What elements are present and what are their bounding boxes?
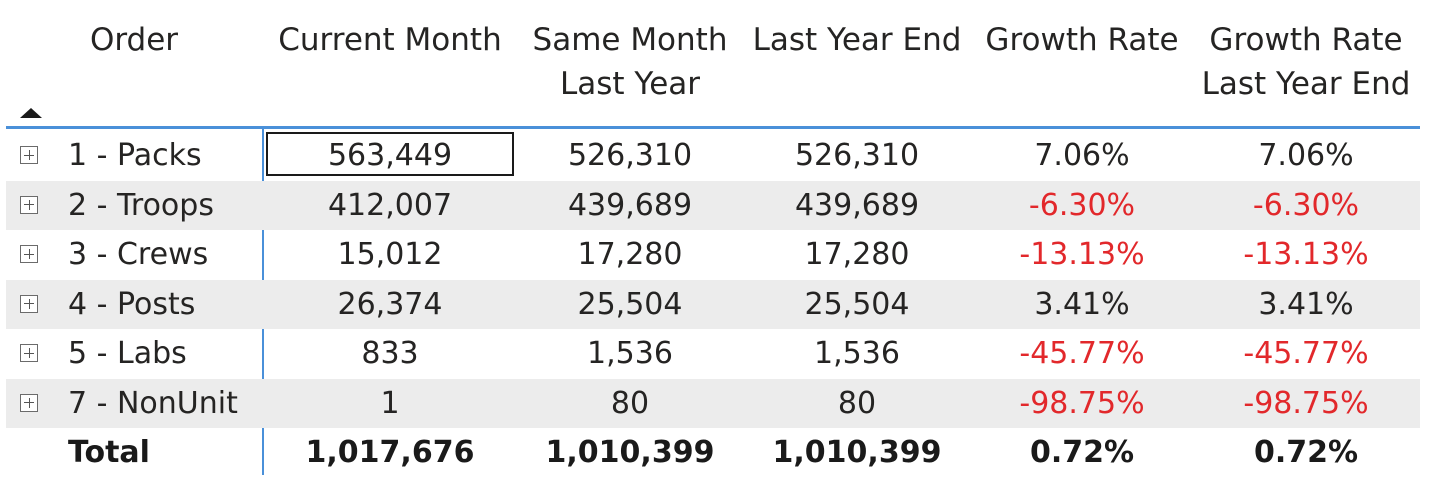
column-header-growth-rate-label: Growth Rate [985,22,1179,58]
selected-cell-outline [266,132,514,176]
cell-growth-rate[interactable]: -98.75% [1019,385,1145,421]
cell-same-month-last-year[interactable]: 526,310 [567,138,693,173]
cell-current-month[interactable]: 26,374 [337,286,443,322]
column-header-current-month-label: Current Month [278,22,502,58]
cell-last-year-end[interactable]: 439,689 [794,187,920,223]
expand-plus-icon[interactable] [20,146,38,164]
table-row: 4 - Posts 26,374 25,504 25,504 3.41% 3.4… [6,279,1420,329]
cell-last-year-end[interactable]: 1,536 [814,336,900,371]
matrix-table: Order Current Month Same Month Last Year… [6,0,1420,478]
table-row: 1 - Packs 563,449 526,310 526,310 7.06% … [6,131,1420,181]
cell-growth-rate[interactable]: 7.06% [1034,138,1130,173]
cell-growth-rate[interactable]: -45.77% [1019,336,1145,371]
column-header-growth-rate[interactable]: Growth Rate [980,18,1184,62]
row-label: 4 - Posts [68,286,196,322]
cell-same-month-last-year[interactable]: 1,536 [587,336,673,371]
cell-last-year-end[interactable]: 526,310 [794,138,920,173]
column-header-growth-rate-lye-label-line1: Growth Rate [1209,22,1403,58]
row-label: 1 - Packs [68,138,202,173]
total-growth-rate-lye[interactable]: 0.72% [1253,435,1359,470]
cell-same-month-last-year[interactable]: 17,280 [577,237,683,272]
total-same-month-last-year[interactable]: 1,010,399 [545,435,715,470]
expand-plus-icon[interactable] [20,195,38,214]
column-header-current-month[interactable]: Current Month [272,18,508,62]
cell-last-year-end[interactable]: 80 [837,385,877,421]
cell-last-year-end[interactable]: 17,280 [804,237,910,272]
table-header: Order Current Month Same Month Last Year… [6,0,1420,129]
cell-same-month-last-year[interactable]: 80 [610,385,650,421]
cell-current-month[interactable]: 15,012 [337,237,443,272]
cell-current-month[interactable]: 412,007 [327,187,453,223]
cell-growth-rate-lye[interactable]: -98.75% [1243,385,1369,421]
expand-plus-icon[interactable] [20,294,38,313]
cell-growth-rate-lye[interactable]: 7.06% [1258,138,1354,173]
cell-same-month-last-year[interactable]: 25,504 [577,286,683,322]
table-row: 5 - Labs 833 1,536 1,536 -45.77% -45.77% [6,329,1420,379]
total-row: Total 1,017,676 1,010,399 1,010,399 0.72… [6,428,1420,478]
row-label: 5 - Labs [68,336,187,371]
total-current-month[interactable]: 1,017,676 [305,435,475,470]
column-header-same-month-label-line1: Same Month [532,22,728,58]
column-header-growth-rate-last-year-end[interactable]: Growth Rate Last Year End [1196,18,1416,106]
cell-same-month-last-year[interactable]: 439,689 [567,187,693,223]
column-header-order[interactable]: Order [64,18,204,62]
row-label: 2 - Troops [68,187,214,223]
table-row: 3 - Crews 15,012 17,280 17,280 -13.13% -… [6,230,1420,280]
expand-plus-icon[interactable] [20,393,38,412]
table-body: 1 - Packs 563,449 526,310 526,310 7.06% … [6,131,1420,478]
cell-growth-rate[interactable]: -13.13% [1019,237,1145,272]
expand-plus-icon[interactable] [20,245,38,263]
sort-ascending-icon[interactable] [20,108,42,118]
column-header-same-month-label-line2: Last Year [559,66,701,102]
cell-last-year-end[interactable]: 25,504 [804,286,910,322]
expand-plus-icon[interactable] [20,344,38,362]
column-header-order-label: Order [89,22,179,58]
column-header-same-month-last-year[interactable]: Same Month Last Year [518,18,742,106]
cell-growth-rate-lye[interactable]: -13.13% [1243,237,1369,272]
cell-growth-rate-lye[interactable]: -45.77% [1243,336,1369,371]
cell-current-month[interactable]: 1 [380,385,400,421]
cell-current-month[interactable]: 833 [361,336,419,371]
cell-growth-rate[interactable]: -6.30% [1028,187,1136,223]
header-divider [6,126,1420,129]
total-growth-rate[interactable]: 0.72% [1029,435,1135,470]
cell-growth-rate[interactable]: 3.41% [1034,286,1130,322]
cell-growth-rate-lye[interactable]: 3.41% [1258,286,1354,322]
column-header-growth-rate-lye-label-line2: Last Year End [1201,66,1411,102]
column-header-last-year-end[interactable]: Last Year End [750,18,964,62]
total-last-year-end[interactable]: 1,010,399 [772,435,942,470]
row-label: 3 - Crews [68,237,209,272]
cell-current-month[interactable]: 563,449 [327,138,453,173]
table-row: 7 - NonUnit 1 80 80 -98.75% -98.75% [6,378,1420,428]
cell-growth-rate-lye[interactable]: -6.30% [1252,187,1360,223]
total-label: Total [68,435,150,470]
row-label: 7 - NonUnit [68,385,238,421]
column-header-last-year-end-label: Last Year End [752,22,962,58]
table-row: 2 - Troops 412,007 439,689 439,689 -6.30… [6,180,1420,230]
